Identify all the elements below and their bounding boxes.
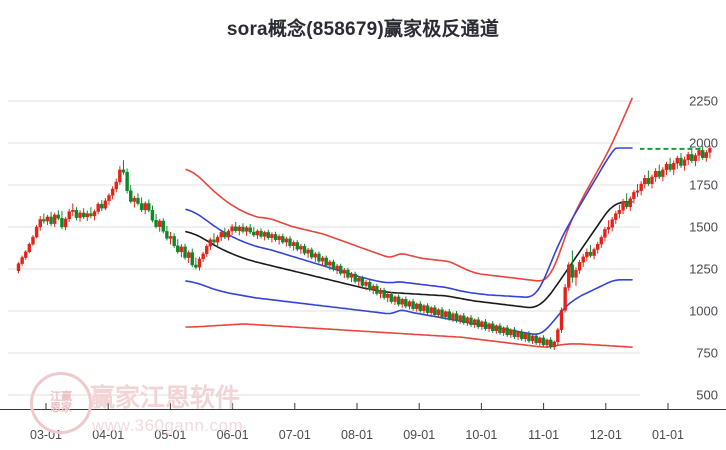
x-axis-tick: 11-01 bbox=[528, 428, 560, 442]
x-axis-tick: 04-01 bbox=[92, 428, 125, 442]
x-axis-labels: 03-01 04-01 05-01 06-01 07-01 08-01 09-01 10-01… bbox=[0, 410, 726, 450]
candlestick-series bbox=[16, 145, 712, 350]
y-axis-tick: 1000 bbox=[689, 303, 718, 319]
x-axis-tick: 12-01 bbox=[589, 428, 622, 442]
x-axis-tick: 03-01 bbox=[30, 428, 62, 442]
y-axis-tick: 500 bbox=[696, 387, 718, 403]
page-title: sora概念(858679)赢家极反通道 bbox=[226, 19, 500, 40]
y-axis-tick: 1500 bbox=[689, 219, 718, 235]
axis-lines bbox=[0, 403, 726, 410]
x-axis-tick: 07-01 bbox=[278, 428, 311, 442]
y-axis-tick: 1750 bbox=[689, 177, 718, 193]
channel-bands bbox=[185, 97, 633, 348]
gridlines bbox=[8, 100, 640, 396]
y-axis-tick: 2000 bbox=[689, 135, 718, 151]
chart-plot-area: 500 750 1000 1250 1500 1750 2000 2250 bbox=[0, 60, 726, 410]
x-axis-tick: 08-01 bbox=[341, 428, 373, 442]
x-axis-tick: 09-01 bbox=[403, 428, 436, 442]
y-axis-tick: 750 bbox=[696, 345, 718, 361]
x-axis-tick: 05-01 bbox=[154, 428, 187, 442]
x-axis-tick: 10-01 bbox=[465, 428, 498, 442]
x-axis-tick: 06-01 bbox=[216, 428, 249, 442]
y-axis-tick: 1250 bbox=[689, 261, 718, 277]
y-axis-tick: 2250 bbox=[689, 93, 718, 109]
chart-canvas bbox=[0, 97, 726, 410]
x-axis-tick: 01-01 bbox=[652, 428, 684, 442]
